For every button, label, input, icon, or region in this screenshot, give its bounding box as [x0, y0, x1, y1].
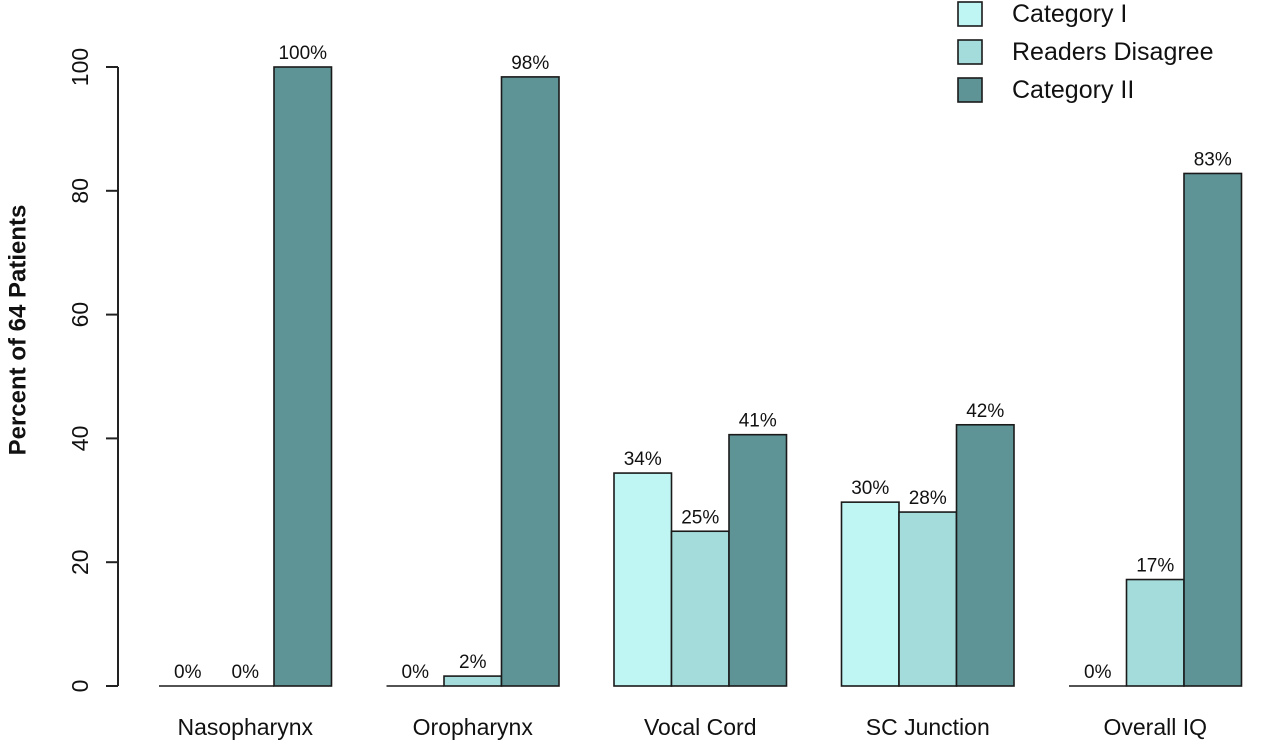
bar — [443, 675, 503, 687]
bar — [955, 423, 1015, 687]
y-axis-title: Percent of 64 Patients — [5, 205, 32, 456]
bar — [1125, 578, 1185, 687]
legend-label: Readers Disagree — [1012, 38, 1214, 66]
data-label: 30% — [851, 478, 889, 499]
data-label: 98% — [511, 53, 549, 74]
legend-label: Category I — [1012, 0, 1127, 28]
bar — [670, 530, 730, 687]
legend: Category I Readers Disagree Category II — [957, 0, 1214, 104]
data-label: 100% — [278, 43, 327, 64]
data-label: 83% — [1194, 149, 1232, 170]
data-label: 28% — [909, 488, 947, 509]
y-tick-label: 40 — [67, 426, 93, 452]
y-tick-label: 0 — [67, 680, 93, 693]
x-axis-category-labels: Nasopharynx Oropharynx Vocal Cord SC Juncti… — [177, 714, 1207, 740]
data-label: 0% — [1084, 662, 1112, 683]
bar — [273, 66, 333, 687]
bar — [898, 511, 958, 687]
data-label: 42% — [966, 401, 1004, 422]
x-category-label: SC Junction — [866, 714, 990, 740]
data-label: 0% — [232, 662, 260, 683]
legend-swatch — [957, 77, 983, 103]
bar — [728, 433, 788, 687]
y-axis: 0 20 40 60 80 100 — [67, 48, 119, 693]
y-tick-label: 80 — [67, 178, 93, 204]
x-category-label: Vocal Cord — [644, 714, 757, 740]
data-label: 41% — [739, 411, 777, 432]
bar — [840, 501, 900, 687]
bars — [159, 66, 1243, 687]
bar — [1183, 172, 1243, 687]
data-label: 2% — [459, 652, 487, 673]
x-category-label: Overall IQ — [1103, 714, 1207, 740]
legend-label: Category II — [1012, 76, 1134, 104]
legend-swatch — [957, 1, 983, 27]
y-tick-label: 100 — [67, 48, 93, 86]
data-labels: 0% 0% 100% 0% 2% 98% 34% 25% 41% 30% 28% 42% 0% 17% 83… — [174, 43, 1232, 683]
y-tick-label: 60 — [67, 302, 93, 328]
data-label: 0% — [402, 662, 430, 683]
legend-swatch — [957, 39, 983, 65]
data-label: 34% — [624, 449, 662, 470]
x-category-label: Nasopharynx — [177, 714, 313, 740]
bar — [500, 76, 560, 687]
data-label: 17% — [1136, 556, 1174, 577]
bar — [613, 472, 673, 687]
y-tick-label: 20 — [67, 549, 93, 575]
data-label: 25% — [681, 507, 719, 528]
data-label: 0% — [174, 662, 202, 683]
x-category-label: Oropharynx — [413, 714, 534, 740]
